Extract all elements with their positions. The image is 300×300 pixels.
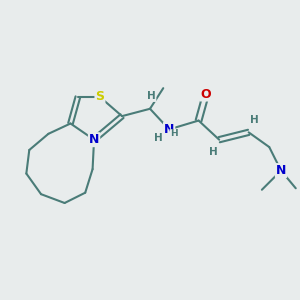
Text: O: O xyxy=(201,88,211,100)
Text: H: H xyxy=(209,147,218,157)
Text: N: N xyxy=(276,164,286,177)
Text: N: N xyxy=(164,123,174,136)
Text: H: H xyxy=(147,92,156,101)
Text: H: H xyxy=(170,129,177,138)
Text: N: N xyxy=(89,133,99,146)
Text: S: S xyxy=(95,91,104,103)
Text: H: H xyxy=(154,133,162,143)
Text: H: H xyxy=(250,115,259,125)
